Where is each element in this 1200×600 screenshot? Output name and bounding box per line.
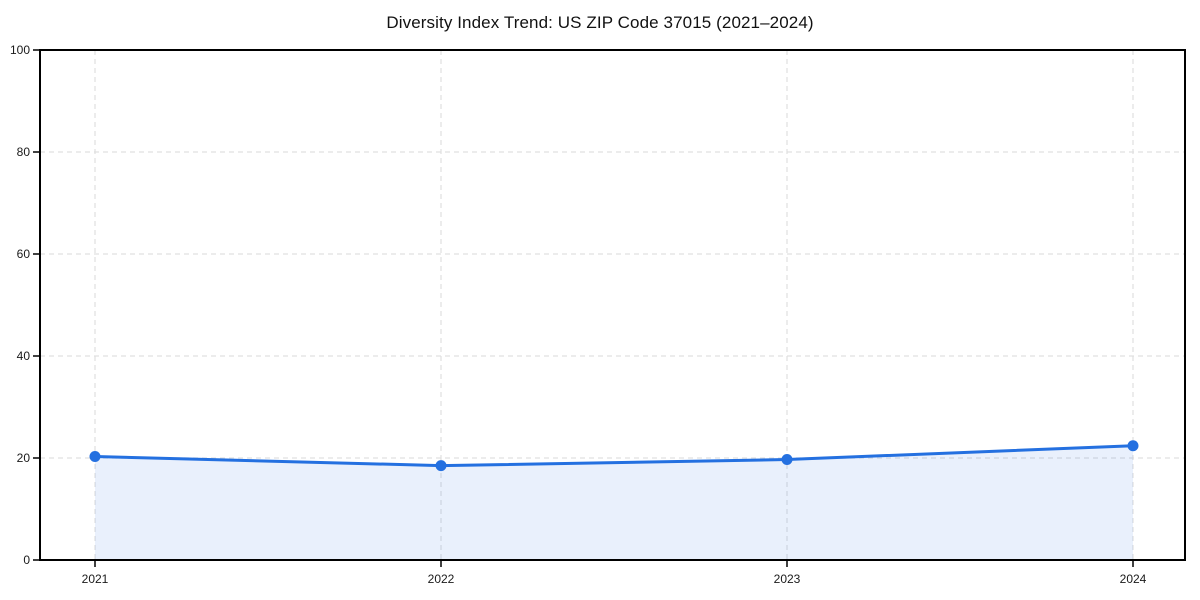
x-tick-label-2023: 2023	[774, 572, 801, 586]
y-tick-label-80: 80	[17, 145, 31, 159]
y-tick-label-20: 20	[17, 451, 31, 465]
x-tick-label-2024: 2024	[1120, 572, 1147, 586]
data-point-2022	[435, 460, 447, 472]
y-tick-label-40: 40	[17, 349, 31, 363]
y-tick-label-60: 60	[17, 247, 31, 261]
x-tick-label-2022: 2022	[428, 572, 455, 586]
data-point-2021	[89, 450, 101, 462]
axis-layer: 0 20 40 60 80 100 2021 2022 2023 2024	[10, 43, 1186, 586]
y-tick-label-100: 100	[10, 43, 30, 57]
y-tick-label-0: 0	[23, 553, 30, 567]
data-point-2024	[1127, 440, 1139, 452]
line-layer	[93, 444, 1135, 468]
area-fill	[95, 445, 1133, 560]
data-point-2023	[781, 454, 793, 466]
x-tick-label-2021: 2021	[82, 572, 109, 586]
chart-title: Diversity Index Trend: US ZIP Code 37015…	[386, 13, 814, 32]
grid-layer	[40, 50, 1185, 560]
trend-line	[93, 444, 1135, 468]
marker-layer	[89, 440, 1139, 472]
area-layer	[95, 445, 1133, 560]
plot-border	[39, 49, 1186, 561]
